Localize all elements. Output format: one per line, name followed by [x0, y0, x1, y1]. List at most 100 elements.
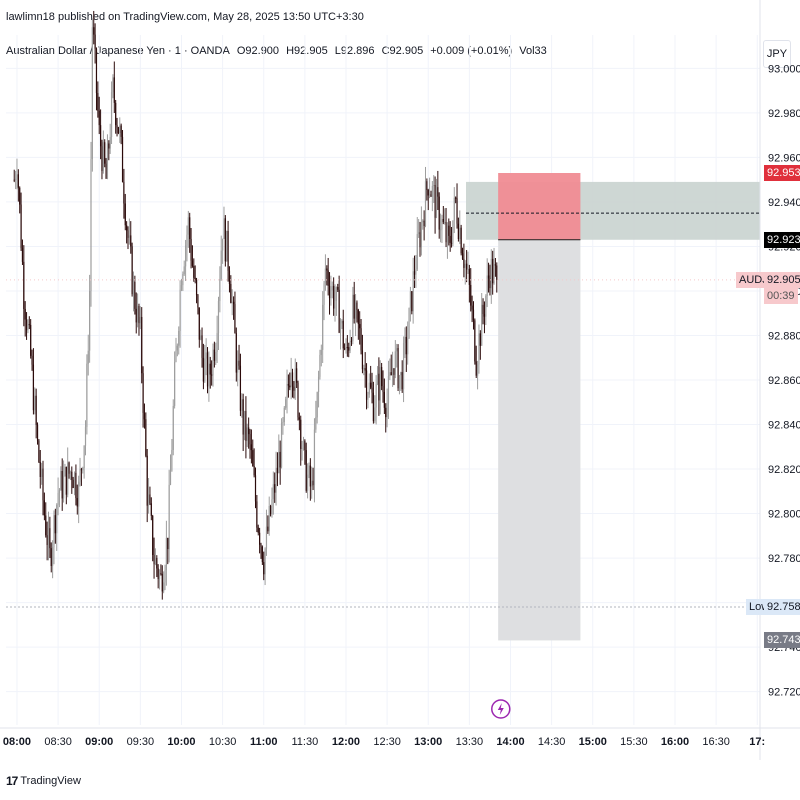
- candle-body: [24, 308, 26, 320]
- candle-body: [448, 225, 450, 236]
- candle-body: [487, 275, 490, 279]
- candle-body: [178, 330, 180, 346]
- tradingview-logo[interactable]: 17 TradingView: [6, 774, 81, 788]
- time-axis: 08:00 08:30 09:00 09:30 10:00 10:30 11:00 11:30…: [0, 727, 800, 748]
- candle-body: [98, 110, 100, 126]
- candle-body: [493, 264, 495, 284]
- candle-body: [83, 445, 85, 468]
- candle-body: [69, 471, 72, 474]
- symbol-description[interactable]: Australian Dollar / Japanese Yen · 1 · O…: [6, 45, 230, 57]
- candle-body: [401, 372, 403, 390]
- candle-body: [322, 304, 324, 350]
- candle-body: [154, 557, 157, 565]
- candle-body: [219, 279, 221, 302]
- candle-body: [58, 490, 61, 494]
- candle-body: [187, 217, 189, 235]
- candle-body: [442, 219, 444, 223]
- candle-body: [481, 304, 483, 346]
- candle-body: [463, 258, 465, 268]
- candle-body: [168, 484, 170, 550]
- candle-body: [374, 407, 376, 422]
- candle-body: [194, 277, 196, 280]
- candle-body: [176, 345, 178, 351]
- price-tick-label: 92.880: [768, 330, 800, 342]
- candle-body: [453, 197, 455, 221]
- candle-body: [424, 181, 427, 226]
- candle-body: [248, 427, 250, 435]
- candle-body: [312, 480, 314, 486]
- candle-body: [419, 232, 421, 248]
- bar-countdown: 00:39: [764, 287, 798, 304]
- legend-open: O92.900: [236, 45, 280, 57]
- candle-body: [124, 203, 126, 226]
- candle-body: [226, 230, 228, 262]
- candle-body: [193, 265, 195, 278]
- candle-body: [452, 220, 454, 244]
- candle-body: [274, 484, 276, 493]
- candle-body: [68, 462, 70, 474]
- candle-body: [16, 174, 18, 179]
- candle-body: [415, 269, 417, 275]
- candle-body: [93, 27, 95, 35]
- price-tick-label: 92.820: [768, 464, 800, 476]
- candle-body: [338, 289, 340, 333]
- candle-body: [212, 349, 214, 376]
- candle-body: [224, 218, 226, 262]
- candle-body: [382, 386, 384, 392]
- candle-body: [302, 440, 305, 449]
- candle-body: [138, 306, 140, 324]
- candle-body: [363, 368, 365, 370]
- candle-body: [108, 143, 110, 149]
- candle-body: [250, 444, 252, 451]
- candle-body: [282, 421, 284, 423]
- candle-body: [213, 349, 215, 361]
- candle-body: [467, 268, 469, 270]
- candle-body: [413, 271, 416, 275]
- candle-body: [246, 427, 248, 441]
- legend-close: C92.905: [381, 45, 424, 57]
- time-tick-label: 12:30: [373, 736, 401, 748]
- candle-body: [271, 499, 273, 515]
- candle-body: [123, 181, 125, 204]
- candle-body: [20, 204, 22, 249]
- candle-body: [387, 375, 390, 404]
- candle-body: [105, 163, 107, 179]
- candle-body: [456, 198, 458, 224]
- price-tick-label: 92.960: [768, 152, 800, 164]
- candle-body: [483, 314, 486, 317]
- candle-body: [333, 286, 335, 309]
- candle-body: [352, 294, 354, 342]
- candle-body: [76, 498, 78, 507]
- candle-body: [117, 127, 120, 134]
- candle-body: [135, 308, 137, 323]
- candle-body: [259, 532, 261, 545]
- candle-body: [41, 468, 43, 477]
- symbol-legend[interactable]: Australian Dollar / Japanese Yen · 1 · O…: [6, 45, 551, 57]
- candle-body: [365, 370, 368, 400]
- legend-change: +0.009 (+0.01%): [430, 45, 513, 57]
- candle-body: [287, 383, 290, 386]
- candle-body: [205, 352, 207, 359]
- candle-body: [471, 305, 473, 310]
- candle-body: [14, 178, 17, 181]
- candle-body: [53, 515, 55, 548]
- candle-body: [131, 246, 133, 295]
- currency-selector[interactable]: JPY: [763, 40, 791, 68]
- candle-body: [67, 462, 69, 495]
- candle-body: [184, 245, 187, 267]
- candle-body: [466, 263, 468, 270]
- candle-body: [243, 410, 246, 435]
- candle-body: [164, 570, 166, 583]
- time-tick-label: 10:00: [167, 736, 195, 748]
- candle-body: [87, 350, 89, 364]
- candle-body: [208, 363, 210, 387]
- price-tick-label: 92.800: [768, 509, 800, 521]
- time-tick-label: 08:00: [3, 736, 31, 748]
- candle-body: [360, 328, 362, 351]
- candle-body: [331, 286, 333, 291]
- candle-body: [231, 301, 233, 303]
- candle-body: [82, 467, 84, 471]
- candle-body: [376, 373, 379, 384]
- candle-body: [180, 285, 183, 290]
